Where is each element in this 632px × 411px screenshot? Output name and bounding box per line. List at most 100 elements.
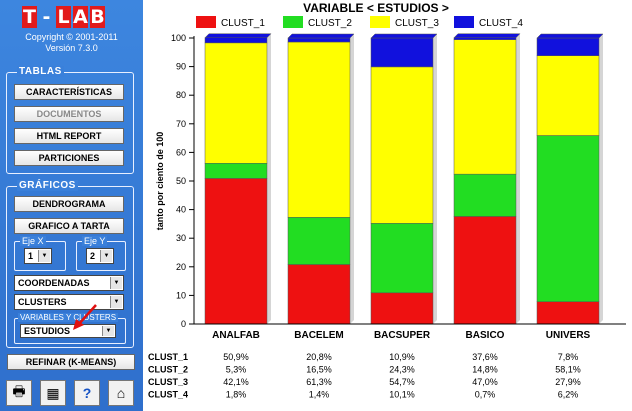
table-cell: 6,2% [558, 390, 579, 400]
bar-cap [370, 33, 438, 39]
bar-side [350, 34, 354, 324]
bar-segment [204, 163, 268, 179]
bar-side [599, 34, 603, 324]
table-cell: 0,7% [475, 390, 496, 400]
table-row-label: CLUST_4 [148, 390, 188, 400]
tablas-title: TABLAS [17, 66, 64, 77]
legend-swatch [370, 16, 390, 28]
chart-svg: VARIABLE < ESTUDIOS > CLUST_1 CLUST_2 CLUST… [148, 1, 626, 400]
legend-label: CLUST_4 [479, 18, 523, 29]
copyright-text: Copyright © 2001-2011 [25, 32, 118, 42]
graficos-title: GRÁFICOS [17, 180, 78, 191]
table-cell: 5,3% [226, 365, 247, 375]
table-row-label: CLUST_1 [148, 352, 188, 362]
category-label: UNIVERS [546, 330, 591, 341]
y-tick-label: 90 [176, 62, 186, 72]
home-icon[interactable]: ⌂ [108, 380, 134, 406]
legend-label: CLUST_1 [221, 18, 265, 29]
bar-segment [453, 216, 517, 325]
coordenadas-select[interactable]: COORDENADAS ▼ [14, 275, 124, 291]
logo-letter: A [73, 6, 88, 28]
y-tick-label: 30 [176, 233, 186, 243]
eje-x-label: Eje X [20, 236, 46, 246]
table-cell: 58,1% [555, 365, 581, 375]
bar-segment [287, 37, 351, 43]
bar-segment [453, 173, 517, 217]
bar-segment [370, 66, 434, 224]
y-tick-label: 20 [176, 262, 186, 272]
documentos-button[interactable]: DOCUMENTOS [14, 106, 124, 122]
y-tick-label: 0 [181, 319, 186, 329]
table-cell: 54,7% [389, 377, 415, 387]
bar-segment [204, 42, 268, 164]
bar-cap [287, 33, 355, 39]
variables-title: VARIABLES Y CLUSTERS [18, 313, 119, 322]
table-cell: 10,9% [389, 352, 415, 362]
category-label: BACELEM [294, 330, 343, 341]
variable-select[interactable]: ESTUDIOS ▼ [20, 324, 116, 338]
y-tick-label: 50 [176, 176, 186, 186]
legend-label: CLUST_2 [308, 18, 352, 29]
y-tick-label: 10 [176, 290, 186, 300]
chart-title: VARIABLE < ESTUDIOS > [303, 1, 449, 15]
refinar-kmeans-button[interactable]: REFINAR (K-MEANS) [7, 354, 135, 370]
logo-letter: B [90, 6, 105, 28]
chevron-down-icon: ▼ [38, 250, 50, 262]
tablas-group: TABLAS [6, 66, 134, 174]
table-cell: 61,3% [306, 377, 332, 387]
clusters-select[interactable]: CLUSTERS ▼ [14, 294, 124, 310]
table-cell: 24,3% [389, 365, 415, 375]
grafico-tarta-button[interactable]: GRAFICO A TARTA [14, 218, 124, 234]
table-cell: 20,8% [306, 352, 332, 362]
bar-side [433, 34, 437, 324]
bar-segment [370, 292, 434, 325]
chevron-down-icon: ▼ [102, 326, 114, 336]
bar-segment [536, 55, 600, 136]
bar-segment [204, 178, 268, 325]
table-cell: 50,9% [223, 352, 249, 362]
table-cell: 14,8% [472, 365, 498, 375]
bar-segment [287, 217, 351, 265]
red-arrow-icon [73, 304, 97, 330]
bar-segment [370, 223, 434, 294]
version-text: Versión 7.3.0 [45, 43, 98, 53]
eje-x-select[interactable]: 1 ▼ [24, 248, 52, 264]
table-cell: 1,4% [309, 390, 330, 400]
bar-segment [536, 301, 600, 325]
y-tick-label: 40 [176, 205, 186, 215]
legend-label: CLUST_3 [395, 18, 439, 29]
graficos-group: GRÁFICOS [6, 180, 134, 348]
y-tick-label: 100 [171, 33, 186, 43]
bar-segment [287, 41, 351, 218]
stacked-bar-chart: VARIABLE < ESTUDIOS > CLUST_1 CLUST_2 CLUST… [144, 0, 632, 411]
table-cell: 27,9% [555, 377, 581, 387]
bar-segment [204, 37, 268, 44]
category-label: BASICO [466, 330, 505, 341]
printer-icon[interactable]: 🖶 [6, 380, 32, 406]
logo-letter: - [42, 6, 51, 28]
bar-segment [287, 264, 351, 325]
bar-segment [453, 37, 517, 40]
bar-side [267, 33, 271, 325]
table-icon[interactable]: ▦ [40, 380, 66, 406]
y-tick-label: 70 [176, 119, 186, 129]
legend-swatch [196, 16, 216, 28]
table-cell: 7,8% [558, 352, 579, 362]
caracteristicas-button[interactable]: CARACTERÍSTICAS [14, 84, 124, 100]
y-axis-label: tanto por ciento de 100 [155, 132, 165, 231]
eje-y-select[interactable]: 2 ▼ [86, 248, 114, 264]
legend-swatch [283, 16, 303, 28]
logo-letter: T [22, 6, 37, 28]
table-row-label: CLUST_3 [148, 377, 188, 387]
particiones-button[interactable]: PARTICIONES [14, 150, 124, 166]
category-label: BACSUPER [374, 330, 431, 341]
html-report-button[interactable]: HTML REPORT [14, 128, 124, 144]
legend-swatch [454, 16, 474, 28]
bar-cap [536, 33, 604, 39]
table-cell: 1,8% [226, 390, 247, 400]
help-icon[interactable]: ? [74, 380, 100, 406]
dendrograma-button[interactable]: DENDROGRAMA [14, 196, 124, 212]
bar-segment [536, 37, 600, 56]
table-cell: 10,1% [389, 390, 415, 400]
